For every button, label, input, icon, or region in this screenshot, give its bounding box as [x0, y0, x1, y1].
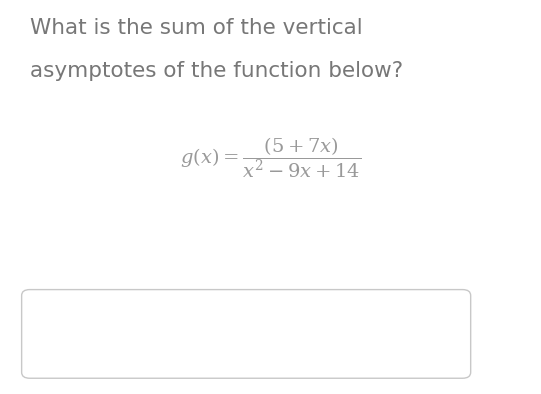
Text: $g\left(x\right) = \dfrac{(5+7x)}{x^2-9x+14}$: $g\left(x\right) = \dfrac{(5+7x)}{x^2-9x… [180, 135, 361, 180]
Text: asymptotes of the function below?: asymptotes of the function below? [30, 61, 403, 81]
Text: What is the sum of the vertical: What is the sum of the vertical [30, 18, 362, 38]
FancyBboxPatch shape [22, 290, 471, 378]
